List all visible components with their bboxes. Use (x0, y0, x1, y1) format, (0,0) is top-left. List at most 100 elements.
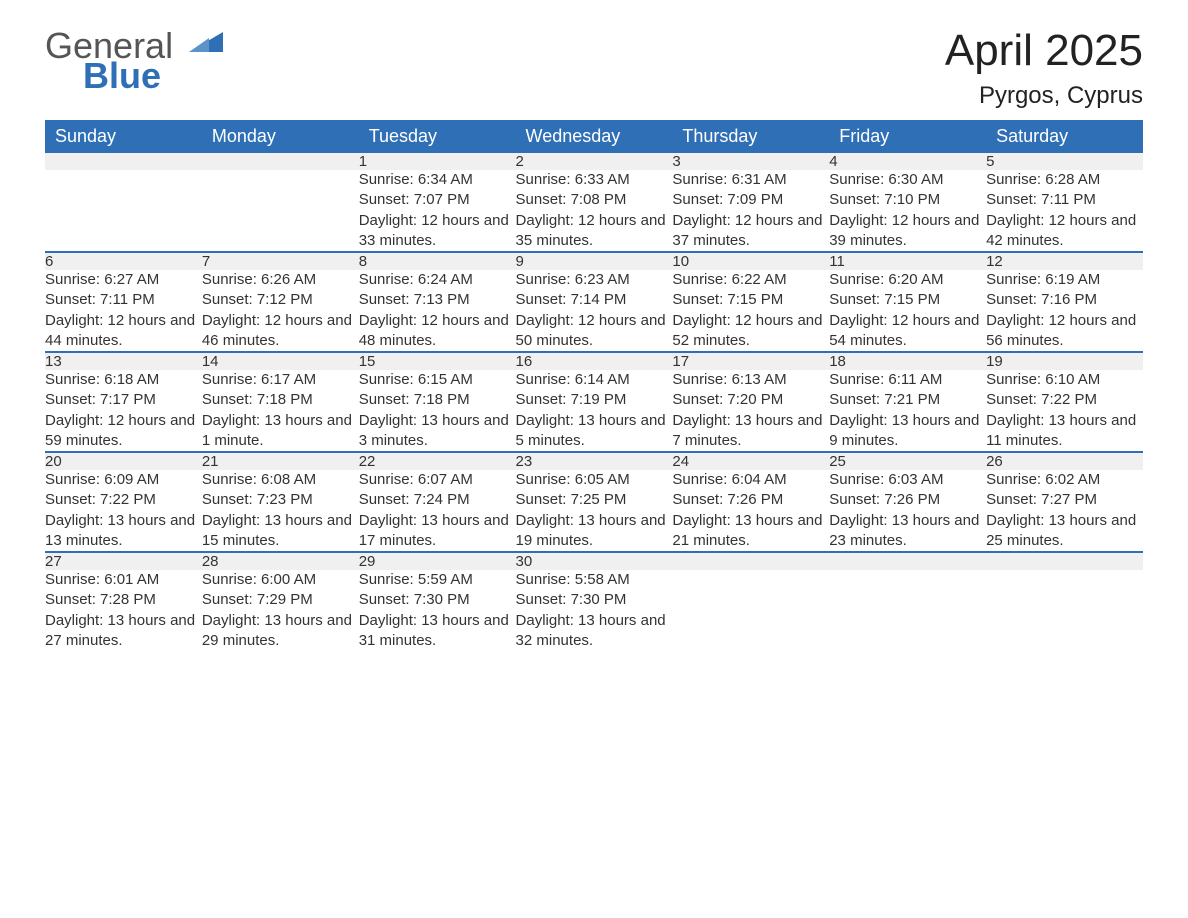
daylight-text: Daylight: 12 hours and 33 minutes. (359, 211, 516, 252)
day-detail-cell: Sunrise: 6:13 AMSunset: 7:20 PMDaylight:… (672, 370, 829, 452)
day-number-cell: 16 (516, 352, 673, 370)
sunrise-text: Sunrise: 6:33 AM (516, 170, 673, 190)
daylight-text: Daylight: 13 hours and 13 minutes. (45, 511, 202, 552)
sunrise-text: Sunrise: 6:09 AM (45, 470, 202, 490)
sunset-text: Sunset: 7:15 PM (672, 290, 829, 310)
sunrise-text: Sunrise: 6:31 AM (672, 170, 829, 190)
sunset-text: Sunset: 7:11 PM (986, 190, 1143, 210)
sunrise-text: Sunrise: 6:34 AM (359, 170, 516, 190)
calendar-table: Sunday Monday Tuesday Wednesday Thursday… (45, 120, 1143, 651)
day-number-cell: 25 (829, 452, 986, 470)
day-number-cell (986, 552, 1143, 570)
daylight-text: Daylight: 12 hours and 59 minutes. (45, 411, 202, 452)
calendar-daynum-row: 6789101112 (45, 252, 1143, 270)
day-number: 7 (202, 253, 210, 270)
day-detail-cell (986, 570, 1143, 651)
sunrise-text: Sunrise: 6:07 AM (359, 470, 516, 490)
day-detail-cell: Sunrise: 6:27 AMSunset: 7:11 PMDaylight:… (45, 270, 202, 352)
day-detail-cell: Sunrise: 5:58 AMSunset: 7:30 PMDaylight:… (516, 570, 673, 651)
day-detail-cell: Sunrise: 6:15 AMSunset: 7:18 PMDaylight:… (359, 370, 516, 452)
day-number: 1 (359, 153, 367, 170)
calendar-daynum-row: 27282930 (45, 552, 1143, 570)
calendar-detail-row: Sunrise: 6:01 AMSunset: 7:28 PMDaylight:… (45, 570, 1143, 651)
sunset-text: Sunset: 7:20 PM (672, 390, 829, 410)
day-number: 15 (359, 353, 376, 370)
day-header: Tuesday (359, 120, 516, 153)
day-header: Sunday (45, 120, 202, 153)
sunset-text: Sunset: 7:22 PM (45, 490, 202, 510)
sunrise-text: Sunrise: 6:00 AM (202, 570, 359, 590)
sunrise-text: Sunrise: 6:22 AM (672, 270, 829, 290)
day-number: 26 (986, 453, 1003, 470)
sunrise-text: Sunrise: 6:08 AM (202, 470, 359, 490)
sunrise-text: Sunrise: 6:17 AM (202, 370, 359, 390)
day-detail-cell: Sunrise: 6:09 AMSunset: 7:22 PMDaylight:… (45, 470, 202, 552)
daylight-text: Daylight: 13 hours and 19 minutes. (516, 511, 673, 552)
day-number: 9 (516, 253, 524, 270)
day-number-cell: 6 (45, 252, 202, 270)
day-number: 3 (672, 153, 680, 170)
day-number: 30 (516, 553, 533, 570)
day-detail-cell (672, 570, 829, 651)
day-detail-cell: Sunrise: 6:17 AMSunset: 7:18 PMDaylight:… (202, 370, 359, 452)
day-number-cell: 18 (829, 352, 986, 370)
day-number-cell: 14 (202, 352, 359, 370)
day-number-cell: 20 (45, 452, 202, 470)
sunrise-text: Sunrise: 6:27 AM (45, 270, 202, 290)
sunrise-text: Sunrise: 6:04 AM (672, 470, 829, 490)
day-number-cell (672, 552, 829, 570)
day-number-cell: 7 (202, 252, 359, 270)
calendar-daynum-row: 13141516171819 (45, 352, 1143, 370)
daylight-text: Daylight: 12 hours and 56 minutes. (986, 311, 1143, 352)
calendar-header-row: Sunday Monday Tuesday Wednesday Thursday… (45, 120, 1143, 153)
day-number: 28 (202, 553, 219, 570)
sunrise-text: Sunrise: 6:19 AM (986, 270, 1143, 290)
location-label: Pyrgos, Cyprus (945, 82, 1143, 110)
day-detail-cell: Sunrise: 6:20 AMSunset: 7:15 PMDaylight:… (829, 270, 986, 352)
day-number-cell: 8 (359, 252, 516, 270)
sunset-text: Sunset: 7:18 PM (359, 390, 516, 410)
day-number-cell: 24 (672, 452, 829, 470)
day-detail-cell: Sunrise: 6:04 AMSunset: 7:26 PMDaylight:… (672, 470, 829, 552)
day-number-cell: 22 (359, 452, 516, 470)
sunrise-text: Sunrise: 6:26 AM (202, 270, 359, 290)
page-title: April 2025 (945, 28, 1143, 74)
day-detail-cell: Sunrise: 6:31 AMSunset: 7:09 PMDaylight:… (672, 170, 829, 252)
daylight-text: Daylight: 13 hours and 17 minutes. (359, 511, 516, 552)
day-number-cell: 3 (672, 153, 829, 170)
day-number-cell (202, 153, 359, 170)
sunrise-text: Sunrise: 6:11 AM (829, 370, 986, 390)
sunset-text: Sunset: 7:30 PM (359, 590, 516, 610)
sunset-text: Sunset: 7:13 PM (359, 290, 516, 310)
day-number-cell: 2 (516, 153, 673, 170)
day-number-cell: 4 (829, 153, 986, 170)
daylight-text: Daylight: 12 hours and 42 minutes. (986, 211, 1143, 252)
sunset-text: Sunset: 7:26 PM (829, 490, 986, 510)
day-number: 11 (829, 253, 845, 270)
sunset-text: Sunset: 7:19 PM (516, 390, 673, 410)
sunrise-text: Sunrise: 6:23 AM (516, 270, 673, 290)
calendar-daynum-row: 12345 (45, 153, 1143, 170)
logo-text-blue: Blue (83, 58, 223, 94)
day-header: Friday (829, 120, 986, 153)
day-detail-cell: Sunrise: 6:10 AMSunset: 7:22 PMDaylight:… (986, 370, 1143, 452)
sunrise-text: Sunrise: 6:01 AM (45, 570, 202, 590)
day-number-cell: 27 (45, 552, 202, 570)
day-detail-cell: Sunrise: 6:22 AMSunset: 7:15 PMDaylight:… (672, 270, 829, 352)
day-detail-cell: Sunrise: 6:33 AMSunset: 7:08 PMDaylight:… (516, 170, 673, 252)
sunset-text: Sunset: 7:23 PM (202, 490, 359, 510)
sunset-text: Sunset: 7:21 PM (829, 390, 986, 410)
day-detail-cell: Sunrise: 6:26 AMSunset: 7:12 PMDaylight:… (202, 270, 359, 352)
day-detail-cell: Sunrise: 6:24 AMSunset: 7:13 PMDaylight:… (359, 270, 516, 352)
sunrise-text: Sunrise: 6:10 AM (986, 370, 1143, 390)
day-detail-cell: Sunrise: 6:18 AMSunset: 7:17 PMDaylight:… (45, 370, 202, 452)
sunrise-text: Sunrise: 6:14 AM (516, 370, 673, 390)
sunset-text: Sunset: 7:28 PM (45, 590, 202, 610)
title-block: April 2025 Pyrgos, Cyprus (945, 28, 1143, 110)
day-number: 8 (359, 253, 367, 270)
day-number: 18 (829, 353, 846, 370)
sunset-text: Sunset: 7:24 PM (359, 490, 516, 510)
sunset-text: Sunset: 7:15 PM (829, 290, 986, 310)
sunset-text: Sunset: 7:11 PM (45, 290, 202, 310)
day-number-cell (829, 552, 986, 570)
